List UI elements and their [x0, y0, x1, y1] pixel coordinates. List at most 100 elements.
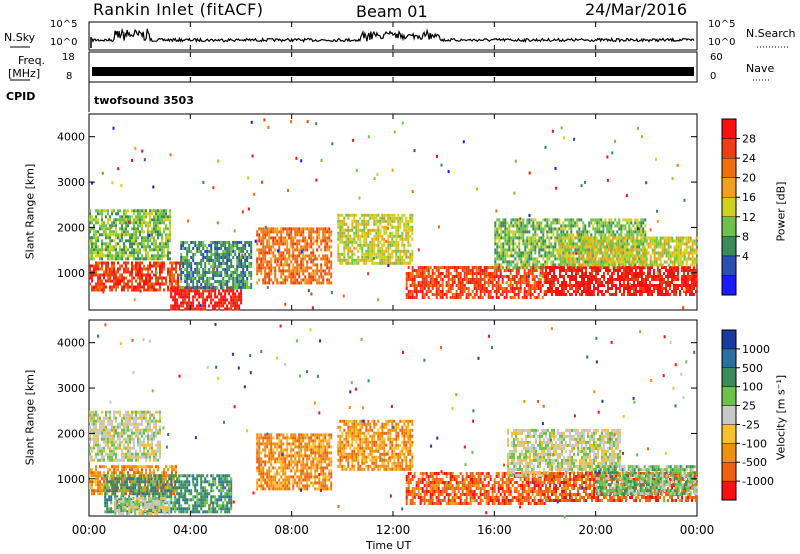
- heat-scatter: [97, 322, 698, 519]
- colorbar-swatch: [721, 329, 737, 350]
- heat-scatter: [91, 118, 696, 310]
- heat-region-0: [89, 410, 161, 462]
- power-colorbar: 28 24 20 16 12 8 4: [721, 118, 756, 296]
- colorbar-tick-label: 24: [742, 152, 756, 165]
- freq-band: [92, 67, 694, 76]
- x-tick-label: 00:00: [680, 523, 715, 537]
- power-colorbar-label: Power [dB]: [774, 181, 788, 242]
- beam-label: Beam 01: [356, 2, 428, 21]
- colorbar-swatch: [721, 216, 737, 237]
- colorbar-swatch: [721, 348, 737, 368]
- cpid-value: twofsound 3503: [94, 94, 194, 107]
- colorbar-tick-label: -100: [742, 437, 767, 450]
- colorbar-swatch: [721, 177, 737, 198]
- heat-region-9: [557, 236, 698, 267]
- heat-region-5: [337, 419, 414, 471]
- colorbar-frame: [721, 329, 737, 501]
- heat-region-3: [114, 496, 171, 515]
- colorbar-tick-label: 28: [742, 133, 756, 146]
- y-tick-label: 3000: [57, 176, 85, 189]
- y-tick-label: 1000: [57, 267, 85, 280]
- colorbar-tick-label: 25: [742, 400, 756, 413]
- colorbar-tick-label: 1000: [742, 343, 770, 356]
- colorbar-tick-label: -1000: [742, 475, 774, 488]
- x-tick-label: 12:00: [376, 523, 411, 537]
- nave-tick-top: 60: [710, 52, 723, 63]
- x-tick-label: 00:00: [72, 523, 107, 537]
- nsearch-label: N.Search: [746, 27, 796, 40]
- colorbar-swatch: [721, 275, 737, 296]
- colorbar-swatch: [721, 157, 737, 178]
- colorbar-swatch: [721, 386, 737, 406]
- y-tick-label: 4000: [57, 337, 85, 350]
- heat-region-6: [405, 266, 546, 299]
- freq-tick-bottom: 8: [66, 71, 73, 82]
- velocity-colorbar: 1000 500 100 25 -25 -100 -500 -1000: [721, 329, 774, 501]
- colorbar-tick-label: 12: [742, 211, 756, 224]
- y-tick-label: 1000: [57, 473, 85, 486]
- y-tick-label: 4000: [57, 131, 85, 144]
- power-ylabel: Slant Range [km]: [23, 163, 37, 260]
- heat-region-1: [89, 209, 171, 261]
- colorbar-swatch: [721, 443, 737, 463]
- heat-region-9: [595, 465, 698, 496]
- nave-label: Nave: [746, 62, 775, 75]
- colorbar-swatch: [721, 236, 737, 257]
- colorbar-tick-label: 500: [742, 362, 763, 375]
- nsky-trace: [90, 27, 695, 48]
- colorbar-swatch: [721, 367, 737, 387]
- nsearch-tick-top: 10^5: [708, 19, 736, 30]
- freq-label: Freq.: [18, 54, 46, 67]
- freq-unit: [MHz]: [8, 67, 41, 80]
- colorbar-swatch: [721, 405, 737, 425]
- y-tick-label: 2000: [57, 221, 85, 234]
- cpid-label: CPID: [6, 90, 36, 103]
- x-tick-label: 04:00: [173, 523, 208, 537]
- velocity-colorbar-label: Velocity [m s⁻¹]: [774, 374, 788, 461]
- y-tick-label: 3000: [57, 382, 85, 395]
- colorbar-swatch: [721, 138, 737, 159]
- colorbar-tick-label: -500: [742, 456, 767, 469]
- heat-region-4: [256, 433, 333, 491]
- colorbar-tick-label: -25: [742, 418, 760, 431]
- x-tick-label: 08:00: [274, 523, 309, 537]
- colorbar-swatch: [721, 424, 737, 444]
- velocity-ylabel: Slant Range [km]: [23, 369, 37, 466]
- colorbar-swatch: [721, 118, 737, 139]
- nsky-tick-top: 10^5: [50, 19, 78, 30]
- x-tick-label: 16:00: [477, 523, 512, 537]
- colorbar-swatch: [721, 196, 737, 217]
- heat-region-0: [89, 261, 181, 292]
- colorbar-tick-label: 100: [742, 381, 763, 394]
- figure-title: Rankin Inlet (fitACF): [93, 0, 264, 19]
- colorbar-tick-label: 16: [742, 191, 756, 204]
- nave-tick-bottom: 0: [710, 71, 717, 82]
- heat-region-4: [256, 227, 333, 285]
- nsky-label: N.Sky: [4, 31, 36, 44]
- colorbar-swatch: [721, 255, 737, 276]
- velocity-heatmap: [89, 322, 698, 519]
- heat-region-7: [507, 428, 621, 477]
- x-axis-title: Time UT: [366, 539, 412, 552]
- colorbar-tick-label: 20: [742, 172, 756, 185]
- nsearch-tick-bottom: 10^0: [708, 37, 736, 48]
- freq-trace: [92, 67, 694, 76]
- heat-region-3: [180, 241, 253, 289]
- nsky-tick-bottom: 10^0: [50, 37, 78, 48]
- date-label: 24/Mar/2016: [585, 0, 688, 19]
- nsky-line: [91, 27, 695, 44]
- colorbar-swatch: [721, 462, 737, 482]
- heat-region-8: [545, 266, 697, 296]
- heat-region-6: [405, 472, 546, 505]
- freq-tick-top: 18: [62, 52, 75, 63]
- power-heatmap: [89, 118, 698, 311]
- colorbar-tick-label: 8: [742, 230, 749, 243]
- y-tick-label: 2000: [57, 427, 85, 440]
- colorbar-frame: [721, 118, 737, 296]
- heat-region-2: [170, 286, 243, 311]
- colorbar-tick-label: 4: [742, 250, 749, 263]
- x-tick-label: 20:00: [578, 523, 613, 537]
- colorbar-swatch: [721, 480, 737, 501]
